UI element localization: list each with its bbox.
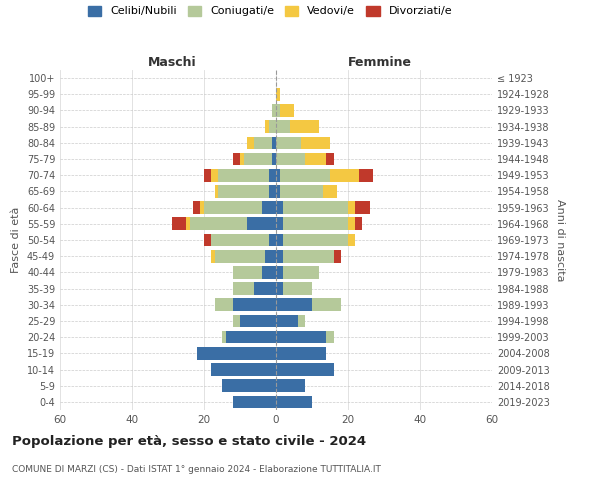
Y-axis label: Fasce di età: Fasce di età [11,207,21,273]
Bar [276,396,312,408]
Bar [355,218,362,230]
Bar [276,104,280,117]
Bar [269,169,276,181]
Bar [348,202,355,214]
Bar [276,347,326,360]
Bar [172,218,186,230]
Bar [204,169,211,181]
Bar [276,314,298,328]
Bar [276,266,283,278]
Bar [269,120,276,133]
Bar [197,347,276,360]
Bar [276,250,283,262]
Bar [218,169,269,181]
Bar [323,185,337,198]
Bar [280,169,330,181]
Bar [269,185,276,198]
Bar [233,282,254,295]
Bar [334,250,341,262]
Bar [254,136,272,149]
Bar [301,136,330,149]
Bar [272,152,276,166]
Bar [326,152,334,166]
Bar [204,202,262,214]
Bar [211,169,218,181]
Bar [276,136,301,149]
Bar [276,331,326,344]
Bar [226,331,276,344]
Bar [312,298,341,311]
Bar [283,250,334,262]
Text: Popolazione per età, sesso e stato civile - 2024: Popolazione per età, sesso e stato civil… [12,435,366,448]
Bar [272,136,276,149]
Bar [348,234,355,246]
Bar [233,152,240,166]
Bar [233,298,276,311]
Bar [280,104,294,117]
Bar [276,298,312,311]
Bar [359,169,373,181]
Bar [265,250,276,262]
Bar [276,169,280,181]
Bar [240,314,276,328]
Text: Maschi: Maschi [148,56,197,69]
Bar [218,185,269,198]
Bar [283,282,312,295]
Bar [265,120,269,133]
Bar [276,152,305,166]
Bar [355,202,370,214]
Bar [233,314,240,328]
Bar [247,136,254,149]
Bar [200,202,204,214]
Bar [283,266,319,278]
Bar [330,169,359,181]
Text: COMUNE DI MARZI (CS) - Dati ISTAT 1° gennaio 2024 - Elaborazione TUTTITALIA.IT: COMUNE DI MARZI (CS) - Dati ISTAT 1° gen… [12,465,381,474]
Bar [276,218,283,230]
Bar [276,380,305,392]
Bar [290,120,319,133]
Bar [211,363,276,376]
Bar [269,234,276,246]
Bar [190,218,247,230]
Bar [222,331,226,344]
Bar [298,314,305,328]
Bar [283,218,348,230]
Bar [276,234,283,246]
Bar [262,266,276,278]
Bar [254,282,276,295]
Bar [240,152,244,166]
Bar [186,218,190,230]
Bar [272,104,276,117]
Bar [215,250,265,262]
Bar [215,298,233,311]
Bar [305,152,326,166]
Bar [276,185,280,198]
Y-axis label: Anni di nascita: Anni di nascita [555,198,565,281]
Bar [326,331,334,344]
Bar [276,88,280,101]
Bar [244,152,272,166]
Bar [276,282,283,295]
Bar [276,120,290,133]
Bar [211,250,215,262]
Bar [283,202,348,214]
Bar [211,234,269,246]
Legend: Celibi/Nubili, Coniugati/e, Vedovi/e, Divorziati/e: Celibi/Nubili, Coniugati/e, Vedovi/e, Di… [88,6,452,16]
Bar [193,202,200,214]
Bar [222,380,276,392]
Bar [348,218,355,230]
Bar [283,234,348,246]
Bar [204,234,211,246]
Bar [276,363,334,376]
Text: Femmine: Femmine [347,56,412,69]
Bar [233,266,262,278]
Bar [280,185,323,198]
Bar [262,202,276,214]
Bar [215,185,218,198]
Bar [247,218,276,230]
Bar [276,202,283,214]
Bar [233,396,276,408]
